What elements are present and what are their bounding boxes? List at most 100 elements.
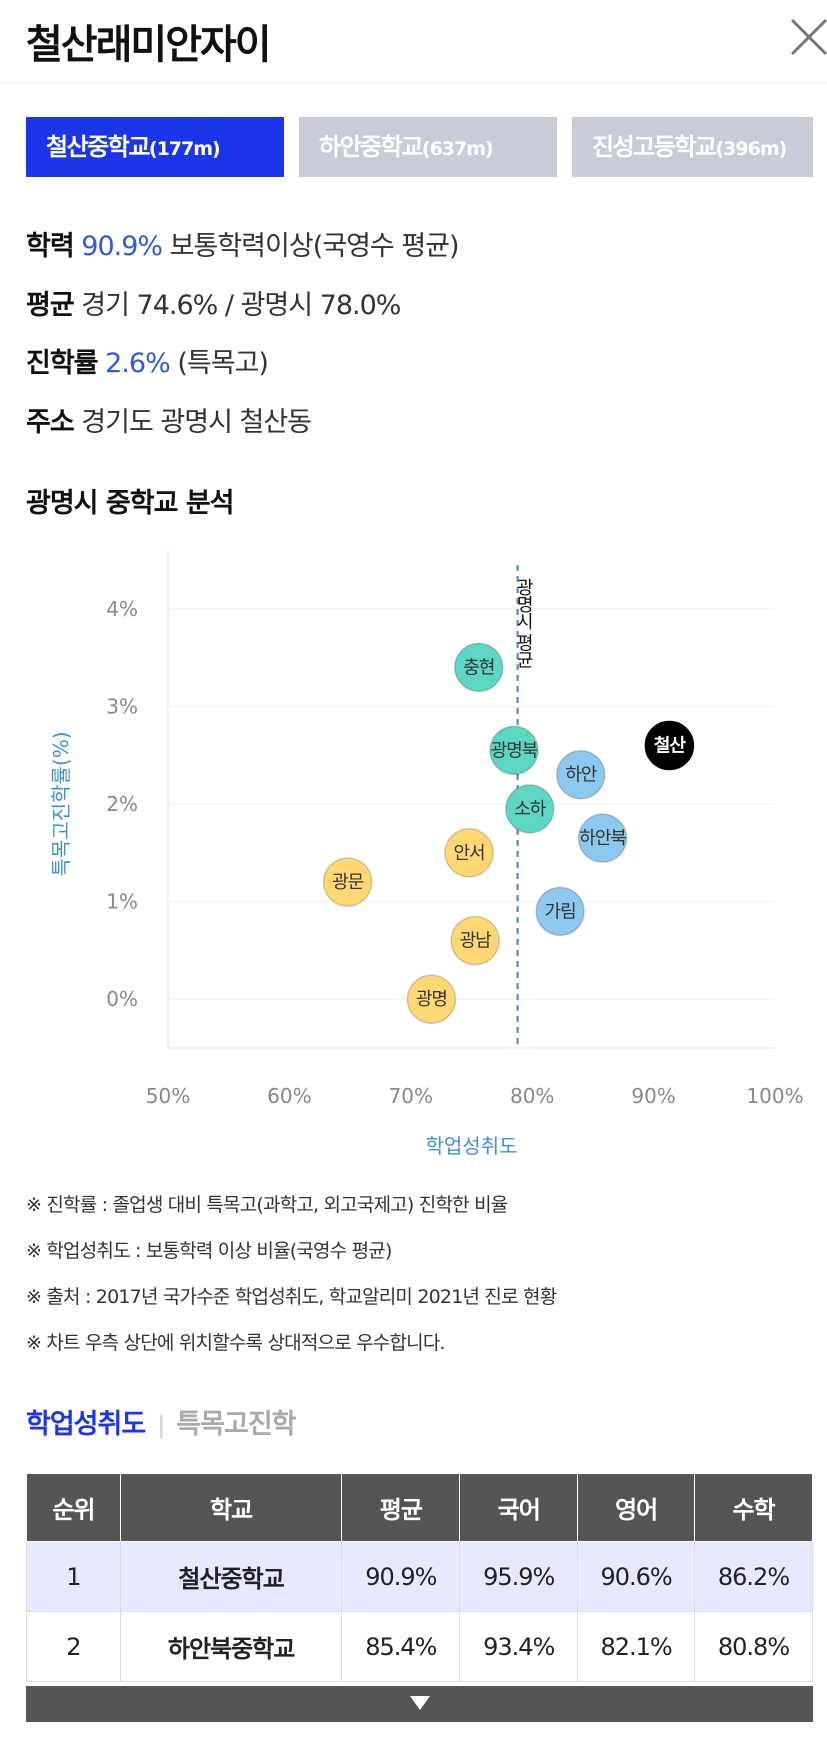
x-tick-label: 50% — [146, 1084, 190, 1108]
point-bubble — [489, 725, 539, 776]
cell-math: 86.2% — [694, 1541, 813, 1612]
table-row: 1 철산중학교 90.9% 95.9% 90.6% 86.2% — [26, 1541, 813, 1612]
expand-table-button[interactable] — [26, 1686, 813, 1722]
info-achievement-desc: 보통학력이상(국영수 평균) — [169, 231, 460, 262]
chart-point[interactable]: 충현 — [454, 642, 504, 693]
chart-point[interactable]: 소하 — [505, 784, 555, 834]
table-header-row: 순위 학교 평균 국어 영어 수학 — [26, 1473, 813, 1542]
x-axis-label: 학업성취도 — [426, 1134, 518, 1158]
point-bubble — [444, 828, 494, 878]
tab-school-1[interactable]: 철산중학교(177m) — [26, 117, 284, 177]
scatter-chart: 50% 60% 70% 80% 90% 100% 0% 1% 2% 3% 4% 광명시 평균 철산… — [49, 550, 804, 1158]
school-tabs: 철산중학교(177m) 하안중학교(637m) 진성고등학교(396m) — [26, 117, 813, 177]
chart-point[interactable]: 가림 — [535, 886, 585, 937]
chevron-down-icon — [409, 1696, 430, 1710]
tab-school-1-name: 철산중학교 — [46, 133, 150, 161]
chart-grid — [167, 550, 775, 1049]
tab-school-2[interactable]: 하안중학교(637m) — [299, 117, 557, 177]
point-label: 안서 — [454, 843, 485, 864]
header-school: 학교 — [119, 1473, 343, 1542]
info-advancement-label: 진학률 — [26, 348, 99, 379]
header: 철산래미안자이 — [0, 0, 827, 84]
ranking-tabs: 학업성취도 | 특목고진학 — [26, 1402, 297, 1441]
x-tick-labels: 50% 60% 70% 80% 90% 100% — [146, 1084, 804, 1108]
notes: ※ 진학률 : 졸업생 대비 특목고(과학고, 외고국제고) 진학한 비율 ※ … — [26, 1190, 557, 1374]
header-rank: 순위 — [26, 1473, 121, 1542]
info-advancement: 진학률 2.6% (특목고) — [26, 341, 269, 380]
point-label: 광명북 — [491, 740, 538, 761]
info-address-value: 경기도 광명시 철산동 — [81, 407, 312, 438]
point-label: 하안북 — [579, 828, 626, 849]
chart-point[interactable]: 광명북 — [489, 725, 539, 776]
chart-point[interactable]: 철산 — [644, 720, 695, 771]
note-advancement: ※ 진학률 : 졸업생 대비 특목고(과학고, 외고국제고) 진학한 비율 — [26, 1194, 508, 1216]
cell-korean: 95.9% — [459, 1541, 579, 1612]
cell-average: 90.9% — [341, 1541, 461, 1612]
point-bubble — [505, 784, 555, 834]
chart-point[interactable]: 광남 — [450, 915, 500, 966]
cell-average: 85.4% — [341, 1611, 461, 1682]
y-tick-label: 1% — [106, 890, 138, 914]
info-average-value: 경기 74.6% / 광명시 78.0% — [81, 290, 401, 321]
note-guide: ※ 차트 우측 상단에 위치할수록 상대적으로 우수합니다. — [26, 1332, 446, 1354]
chart-point[interactable]: 안서 — [444, 828, 494, 878]
info-advancement-desc: (특목고) — [177, 348, 269, 379]
cell-school: 철산중학교 — [119, 1541, 343, 1612]
x-tick-label: 70% — [389, 1084, 433, 1108]
chart-point[interactable]: 하안북 — [577, 813, 628, 863]
reference-line: 광명시 평균 — [513, 565, 534, 1048]
chart-point[interactable]: 하안 — [556, 749, 606, 800]
x-tick-label: 100% — [746, 1084, 803, 1108]
tab-separator: | — [157, 1411, 165, 1439]
point-bubble — [322, 857, 373, 907]
cell-english: 82.1% — [577, 1611, 696, 1682]
y-tick-label: 3% — [106, 694, 138, 718]
table-row: 2 하안북중학교 85.4% 93.4% 82.1% 80.8% — [26, 1611, 813, 1682]
chart-point[interactable]: 광명 — [406, 974, 457, 1024]
header-korean: 국어 — [459, 1473, 579, 1542]
info-address-label: 주소 — [26, 407, 75, 438]
y-tick-label: 4% — [106, 597, 138, 621]
ranking-table: 순위 학교 평균 국어 영어 수학 1 철산중학교 90.9% 95.9% 90… — [26, 1473, 813, 1682]
x-tick-label: 90% — [631, 1084, 675, 1108]
point-bubble — [644, 720, 695, 771]
info-achievement: 학력 90.9% 보통학력이상(국영수 평균) — [26, 224, 460, 263]
point-label: 광문 — [332, 872, 364, 893]
info-achievement-value: 90.9% — [81, 231, 163, 262]
y-tick-label: 0% — [106, 987, 138, 1011]
tab-achievement[interactable]: 학업성취도 — [26, 1409, 146, 1440]
point-bubble — [577, 813, 628, 863]
cell-math: 80.8% — [694, 1611, 813, 1682]
cell-korean: 93.4% — [459, 1611, 579, 1682]
point-bubble — [535, 886, 585, 937]
tab-school-3-name: 진성고등학교 — [592, 133, 717, 161]
x-tick-label: 80% — [510, 1084, 554, 1108]
y-tick-labels: 0% 1% 2% 3% 4% — [106, 597, 138, 1011]
info-achievement-label: 학력 — [26, 231, 75, 262]
tab-school-2-distance: (637m) — [421, 138, 494, 160]
close-icon[interactable] — [786, 14, 827, 60]
point-label: 하안 — [565, 765, 597, 786]
cell-rank: 1 — [26, 1541, 121, 1612]
tab-special-school[interactable]: 특목고진학 — [176, 1409, 296, 1440]
y-tick-label: 2% — [106, 792, 138, 816]
header-average: 평균 — [341, 1473, 461, 1542]
point-bubble — [454, 642, 504, 693]
cell-rank: 2 — [26, 1611, 121, 1682]
point-label: 가림 — [545, 901, 576, 922]
tab-school-3[interactable]: 진성고등학교(396m) — [572, 117, 813, 177]
point-label: 충현 — [463, 657, 494, 678]
page-title: 철산래미안자이 — [26, 22, 272, 68]
note-source: ※ 출처 : 2017년 국가수준 학업성취도, 학교알리미 2021년 진로 … — [26, 1286, 557, 1308]
point-label: 소하 — [514, 799, 547, 820]
point-bubble — [450, 915, 500, 966]
x-tick-label: 60% — [267, 1084, 311, 1108]
analysis-title: 광명시 중학교 분석 — [26, 488, 235, 519]
info-advancement-value: 2.6% — [105, 348, 171, 379]
y-axis-label: 특목고진학률(%) — [49, 731, 73, 876]
cell-english: 90.6% — [577, 1541, 696, 1612]
tab-school-1-distance: (177m) — [148, 138, 221, 160]
point-bubble — [556, 749, 606, 800]
chart-point[interactable]: 광문 — [322, 857, 373, 907]
